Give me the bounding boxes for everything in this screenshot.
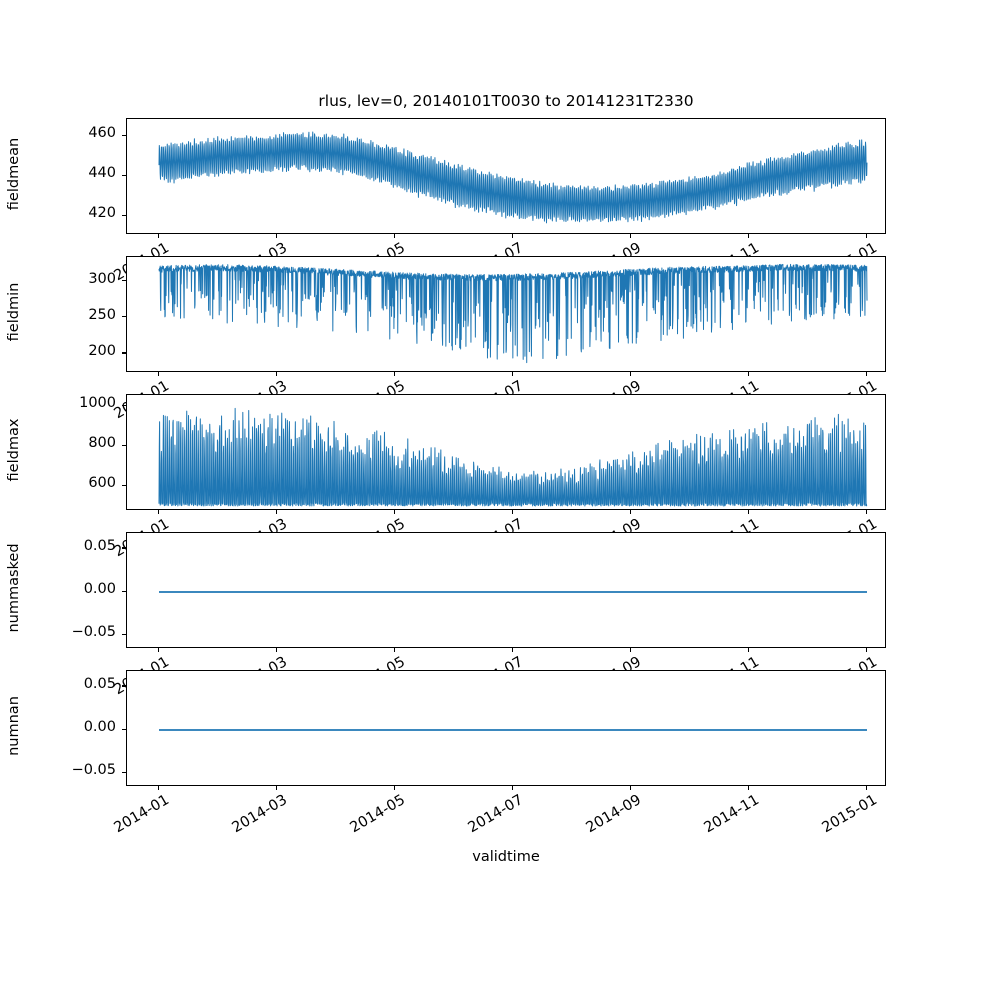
y-tick-mark	[121, 547, 126, 549]
x-tick-mark	[511, 234, 513, 239]
y-tick-mark	[121, 404, 126, 406]
x-tick-mark	[393, 648, 395, 653]
data-line-fieldmean	[158, 131, 868, 224]
x-tick-label: 2014-01	[111, 792, 172, 837]
plot-panel-fieldmax	[126, 394, 886, 510]
x-tick-label: 2015-01	[819, 792, 880, 837]
y-axis-label-numnan: numnan	[6, 696, 22, 756]
y-tick-mark	[121, 316, 126, 318]
x-tick-mark	[865, 372, 867, 377]
y-tick-label: 0.00	[83, 581, 116, 597]
x-tick-mark	[747, 372, 749, 377]
x-tick-mark	[865, 510, 867, 515]
y-tick-label: 200	[88, 342, 116, 359]
y-tick-mark	[121, 174, 126, 176]
x-tick-mark	[511, 372, 513, 377]
series-fieldmin	[158, 263, 868, 364]
x-tick-mark	[865, 786, 867, 791]
y-tick-mark	[121, 134, 126, 136]
y-tick-label: −0.05	[71, 762, 116, 779]
series-numnan	[159, 729, 867, 731]
x-tick-mark	[275, 510, 277, 515]
y-tick-label: 0.00	[83, 719, 116, 735]
data-line-fieldmax	[158, 407, 868, 507]
x-tick-label: 2014-07	[465, 792, 526, 837]
plot-panel-nummasked	[126, 532, 886, 648]
x-tick-mark	[865, 234, 867, 239]
plot-panel-numnan	[126, 670, 886, 786]
x-tick-mark	[747, 648, 749, 653]
y-tick-label: 800	[88, 435, 116, 451]
y-axis-label-fieldmean: fieldmean	[6, 137, 22, 211]
y-tick-label: 440	[88, 165, 116, 181]
series-nummasked	[159, 591, 867, 593]
x-tick-mark	[275, 786, 277, 791]
x-tick-mark	[275, 648, 277, 653]
y-tick-mark	[121, 728, 126, 730]
x-tick-mark	[629, 510, 631, 515]
x-tick-mark	[629, 786, 631, 791]
y-tick-mark	[121, 771, 126, 773]
y-tick-mark	[121, 444, 126, 446]
y-tick-label: −0.05	[71, 624, 116, 641]
y-tick-mark	[121, 685, 126, 687]
x-tick-mark	[157, 372, 159, 377]
x-tick-mark	[275, 372, 277, 377]
y-tick-label: 1000	[79, 395, 116, 411]
x-axis-label: validtime	[472, 849, 540, 865]
x-tick-mark	[393, 372, 395, 377]
y-tick-label: 300	[88, 270, 116, 287]
x-tick-label: 2014-11	[701, 792, 762, 837]
y-axis-label-fieldmax: fieldmax	[6, 418, 22, 482]
y-axis-label-fieldmin: fieldmin	[6, 282, 22, 342]
x-tick-mark	[747, 510, 749, 515]
x-tick-mark	[747, 786, 749, 791]
x-tick-mark	[629, 372, 631, 377]
y-tick-label: 420	[88, 205, 116, 221]
x-tick-mark	[865, 648, 867, 653]
x-tick-mark	[629, 234, 631, 239]
y-tick-label: 460	[88, 125, 116, 141]
plot-panel-fieldmean	[126, 118, 886, 234]
x-tick-mark	[157, 786, 159, 791]
x-tick-mark	[629, 648, 631, 653]
x-tick-mark	[393, 234, 395, 239]
y-tick-label: 0.05	[83, 675, 116, 692]
x-tick-label: 2014-05	[347, 792, 408, 837]
y-tick-mark	[121, 214, 126, 216]
y-tick-mark	[121, 280, 126, 282]
y-tick-label: 600	[88, 475, 116, 491]
y-tick-mark	[121, 484, 126, 486]
plot-panel-fieldmin	[126, 256, 886, 372]
data-line-fieldmin	[158, 263, 868, 364]
x-tick-mark	[393, 786, 395, 791]
y-axis-label-nummasked: nummasked	[6, 543, 22, 633]
y-tick-label: 0.05	[83, 537, 116, 554]
x-tick-mark	[157, 234, 159, 239]
x-tick-mark	[511, 648, 513, 653]
y-tick-mark	[121, 352, 126, 354]
x-tick-mark	[511, 510, 513, 515]
x-tick-mark	[157, 510, 159, 515]
x-tick-mark	[393, 510, 395, 515]
y-tick-label: 250	[88, 306, 116, 323]
x-tick-label: 2014-03	[229, 792, 290, 837]
y-tick-mark	[121, 633, 126, 635]
x-tick-mark	[157, 648, 159, 653]
y-tick-mark	[121, 590, 126, 592]
figure-title: rlus, lev=0, 20140101T0030 to 20141231T2…	[318, 92, 694, 110]
series-fieldmean	[158, 131, 868, 224]
x-tick-label: 2014-09	[583, 792, 644, 837]
x-tick-mark	[511, 786, 513, 791]
x-tick-mark	[275, 234, 277, 239]
x-tick-mark	[747, 234, 749, 239]
series-fieldmax	[158, 407, 868, 507]
